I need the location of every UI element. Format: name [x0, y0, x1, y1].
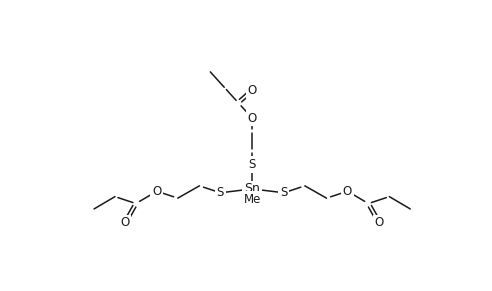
- Text: O: O: [343, 185, 352, 198]
- Text: Sn: Sn: [244, 182, 260, 196]
- Text: O: O: [121, 216, 130, 229]
- Text: O: O: [247, 84, 257, 97]
- Text: S: S: [216, 186, 224, 199]
- Text: S: S: [280, 186, 288, 199]
- Text: O: O: [152, 185, 161, 198]
- Text: Me: Me: [244, 193, 261, 206]
- Text: O: O: [247, 111, 257, 125]
- Text: O: O: [374, 216, 384, 229]
- Text: S: S: [248, 158, 256, 171]
